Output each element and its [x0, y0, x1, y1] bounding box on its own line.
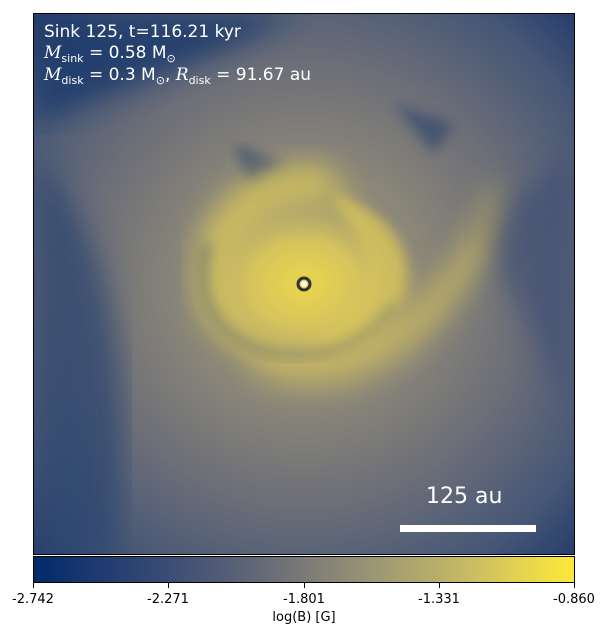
colorbar-label: log(B) [G]: [272, 610, 336, 625]
colorbar-tick: [304, 583, 305, 588]
colorbar-tick: [33, 583, 34, 588]
colorbar-tick-label: -0.860: [553, 592, 595, 607]
colorbar-tick: [574, 583, 575, 588]
colorbar-tick: [439, 583, 440, 588]
disk-properties-label: Mdisk = 0.3 M⊙, Rdisk = 91.67 au: [44, 65, 312, 87]
colorbar-tick: [168, 583, 169, 588]
sink-time-label: Sink 125, t=116.21 kyr: [44, 22, 241, 42]
colorbar-tick-label: -2.271: [147, 592, 189, 607]
field-image: [34, 14, 574, 554]
scalebar-label: 125 au: [426, 484, 503, 509]
colorbar-tick-label: -2.742: [12, 592, 54, 607]
sink-marker-center: [301, 281, 307, 287]
sink-mass-label: Msink = 0.58 M⊙: [44, 43, 176, 65]
colorbar: [33, 556, 575, 583]
colorbar-tick-label: -1.331: [418, 592, 460, 607]
scalebar: [400, 525, 536, 532]
magnetic-field-map: Sink 125, t=116.21 kyr Msink = 0.58 M⊙ M…: [33, 13, 575, 555]
colorbar-tick-label: -1.801: [283, 592, 325, 607]
